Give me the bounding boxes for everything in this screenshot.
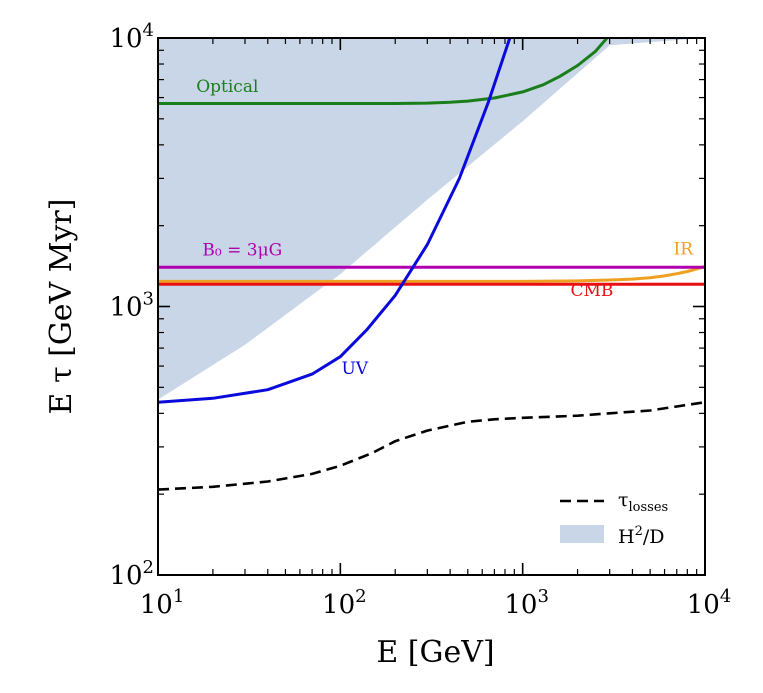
annotation-optical: Optical xyxy=(196,77,258,97)
x-tick-label: 101 xyxy=(140,586,185,620)
legend-text-tau: τlosses xyxy=(618,489,668,515)
y-axis-label: E τ [GeV Myr] xyxy=(44,199,79,415)
series-optical xyxy=(158,38,609,105)
y-tick-label: 104 xyxy=(109,20,154,54)
band-h2-d xyxy=(158,38,705,400)
line-layer xyxy=(158,38,705,491)
legend: τlosses H2/D xyxy=(560,489,668,548)
series-uv xyxy=(158,38,512,404)
annotation-uv: UV xyxy=(341,359,368,379)
annotation-ir: IR xyxy=(674,240,695,260)
x-tick-label: 102 xyxy=(322,586,367,620)
series-ir xyxy=(158,264,705,283)
legend-text-h2d: H2/D xyxy=(618,524,665,548)
x-tick-label: 103 xyxy=(504,586,549,620)
x-axis-label: E [GeV] xyxy=(376,635,494,670)
tick-layer xyxy=(157,37,706,576)
annotation-cmb: CMB xyxy=(571,281,614,301)
x-tick-label: 104 xyxy=(687,586,732,620)
annotation-b0: B₀ = 3μG xyxy=(202,240,282,260)
legend-patch xyxy=(560,525,604,543)
series-tau-losses xyxy=(158,400,705,491)
y-tick-label: 102 xyxy=(109,557,154,591)
band-layer xyxy=(158,38,705,400)
y-tick-label: 103 xyxy=(109,289,154,323)
